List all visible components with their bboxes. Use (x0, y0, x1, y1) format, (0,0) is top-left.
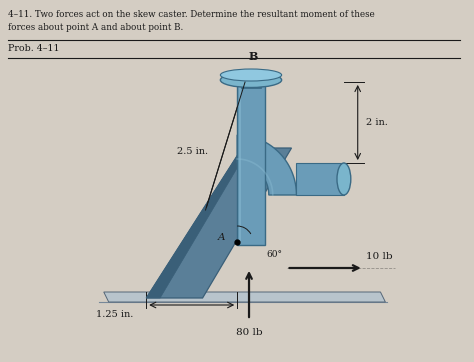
Text: A: A (218, 233, 225, 243)
Text: 60°: 60° (267, 250, 283, 259)
Polygon shape (104, 292, 385, 302)
Text: 1.25 in.: 1.25 in. (96, 310, 133, 319)
Text: 4–11. Two forces act on the skew caster. Determine the resultant moment of these: 4–11. Two forces act on the skew caster.… (8, 10, 374, 19)
Text: forces about point A and about point B.: forces about point A and about point B. (8, 23, 183, 32)
Polygon shape (146, 148, 292, 298)
Polygon shape (146, 148, 249, 298)
Text: 2 in.: 2 in. (365, 118, 388, 127)
Ellipse shape (337, 163, 351, 195)
Text: 2.5 in.: 2.5 in. (177, 147, 208, 156)
Text: 80 lb: 80 lb (236, 328, 262, 337)
Polygon shape (237, 78, 265, 245)
Text: B: B (248, 51, 258, 62)
Ellipse shape (220, 69, 282, 81)
Polygon shape (237, 195, 265, 245)
Ellipse shape (220, 72, 282, 88)
Text: 10 lb: 10 lb (365, 252, 392, 261)
Polygon shape (241, 82, 261, 88)
Polygon shape (296, 163, 344, 195)
Polygon shape (237, 135, 296, 195)
Text: Prob. 4–11: Prob. 4–11 (8, 44, 59, 53)
